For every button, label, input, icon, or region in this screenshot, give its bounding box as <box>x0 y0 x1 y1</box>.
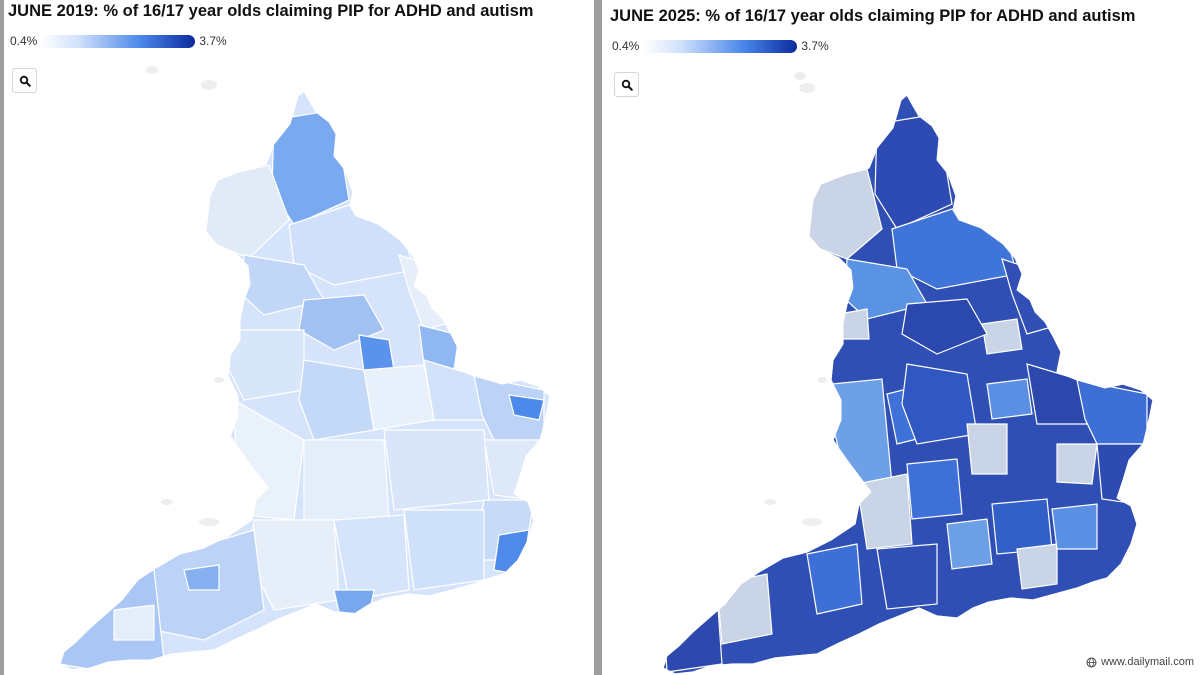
zoom-button[interactable] <box>614 72 639 97</box>
search-icon <box>621 79 633 91</box>
legend-gradient-bar <box>41 34 196 48</box>
color-legend: 0.4% 3.7% <box>612 37 829 55</box>
legend-max-label: 3.7% <box>199 34 227 48</box>
map-panel-2025: JUNE 2025: % of 16/17 year olds claiming… <box>602 0 1200 675</box>
legend-min-label: 0.4% <box>612 39 640 53</box>
map-title: JUNE 2019: % of 16/17 year olds claiming… <box>8 2 534 20</box>
globe-icon <box>1086 657 1097 667</box>
legend-gradient-bar <box>643 39 798 53</box>
legend-max-label: 3.7% <box>801 39 829 53</box>
color-legend: 0.4% 3.7% <box>10 32 227 50</box>
choropleth-map-2025[interactable] <box>602 0 1200 675</box>
map-title: JUNE 2025: % of 16/17 year olds claiming… <box>610 7 1136 25</box>
map-panel-2019: JUNE 2019: % of 16/17 year olds claiming… <box>4 0 594 675</box>
search-icon <box>19 75 31 87</box>
choropleth-map-2019[interactable] <box>4 0 594 675</box>
legend-min-label: 0.4% <box>10 34 38 48</box>
credit: www.dailymail.com <box>1086 656 1194 668</box>
zoom-button[interactable] <box>12 68 37 93</box>
credit-text: www.dailymail.com <box>1101 656 1194 668</box>
